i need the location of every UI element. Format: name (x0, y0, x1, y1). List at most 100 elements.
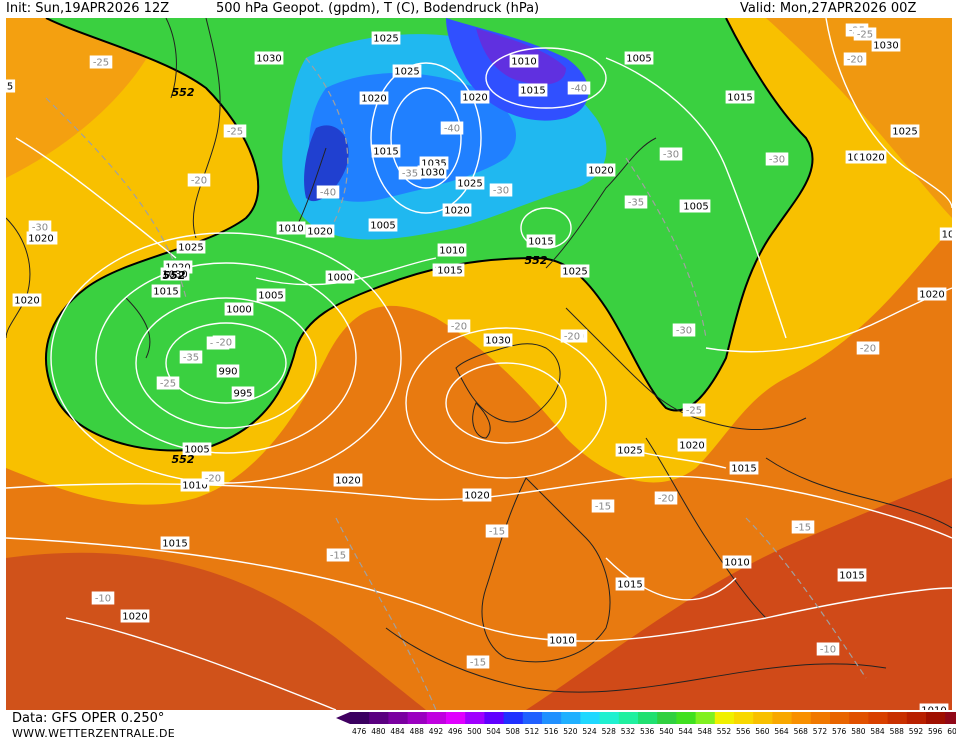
pressure-label: 1010 (724, 558, 749, 569)
isotherm-d (335, 517, 437, 710)
temperature-label: -15 (470, 658, 486, 669)
pressure-label: 995 (233, 389, 252, 400)
pressure-label-box (615, 577, 645, 591)
temperature-label-box (179, 350, 203, 364)
pressure-label: 1020 (588, 166, 613, 177)
pressure-label: 1025 (617, 446, 642, 457)
temperature-label: -25 (227, 127, 243, 138)
isobar-high-1030 (445, 362, 567, 444)
temperature-label-box (791, 520, 815, 534)
pressure-label: 1030 (485, 336, 510, 347)
colorbar-tick-label: 524 (582, 727, 597, 736)
temperature-label-box (856, 341, 880, 355)
colorbar-tick-label: 580 (851, 727, 866, 736)
temperature-label: -15 (595, 502, 611, 513)
colorbar-swatch (369, 712, 389, 724)
warm-southeast-region (526, 478, 952, 710)
pressure-label: 1005 (258, 291, 283, 302)
pressure-label: 1005 (626, 54, 651, 65)
edge-pressure-label: 10 (942, 230, 952, 241)
isobar-low-1010n (485, 47, 607, 109)
isobar-1010-east (605, 57, 787, 339)
edge-pressure-label: 1010 (921, 706, 946, 710)
pressure-label: 1010 (278, 224, 303, 235)
pressure-label-box (224, 302, 254, 316)
pressure-label-box (681, 199, 711, 213)
pressure-label: 1010 (549, 636, 574, 647)
isotherm-b (305, 57, 349, 239)
pressure-label: 1015 (162, 539, 187, 550)
pressure-label: 1030 (873, 41, 898, 52)
pressure-label: 1005 (370, 221, 395, 232)
pressure-label-box (231, 386, 255, 400)
edge-pressure-label-box (919, 703, 949, 710)
colorbar-tick-label: 480 (371, 727, 386, 736)
temperature-label: -20 (564, 332, 580, 343)
weather-map: 1025 1030 1010 1005 1030 1025 1020 1020 1015 1015… (6, 18, 952, 710)
colorbar-tick-label: 564 (774, 727, 789, 736)
footer-bar: Data: GFS OPER 0.250° WWW.WETTERZENTRALE… (0, 710, 959, 741)
pressure-label-box (442, 203, 472, 217)
isobar-1020-sw (65, 617, 337, 710)
temperature-label-box (447, 319, 471, 333)
colorbar-tick-label: 544 (678, 727, 693, 736)
colorbar-tick-label: 588 (890, 727, 905, 736)
colorbar-swatch (695, 712, 716, 724)
temperature-label-box (466, 655, 490, 669)
blue-core-west (304, 125, 349, 202)
pressure-label-box (483, 333, 513, 347)
temperature-label-box (440, 121, 464, 135)
pressure-label: 1020 (14, 296, 39, 307)
colorbar-tick-label: 492 (429, 727, 444, 736)
temperature-label-box (212, 335, 236, 349)
temperature-label-box (853, 27, 877, 41)
blue-cold-core (309, 73, 516, 202)
temperature-label-box (816, 642, 840, 656)
colorbar-tick-label: 576 (832, 727, 847, 736)
orange-northwest (6, 18, 166, 178)
pressure-label: 1025 (892, 127, 917, 138)
temperature-label-box (201, 471, 225, 485)
pressure-label: 1020 (919, 290, 944, 301)
colorbar-swatch (465, 712, 485, 724)
pressure-label: 1005 (683, 202, 708, 213)
pressure-label-box (437, 243, 467, 257)
pressure-label-box (12, 293, 42, 307)
isobar-low-1005 (95, 262, 357, 454)
isobar-high-1030b (370, 62, 482, 214)
colorbar-swatch (618, 712, 639, 724)
pressure-label-box (359, 91, 389, 105)
colorbar-swatch (638, 712, 658, 724)
pressure-label-box (216, 364, 240, 378)
pressure-label: 1020 (335, 476, 360, 487)
pressure-label-box (917, 287, 947, 301)
temperature-label-box (567, 81, 591, 95)
temperature-label: -15 (330, 551, 346, 562)
pressure-label-box (435, 263, 465, 277)
colorbar-tick-label: 596 (928, 727, 943, 736)
isotherm-c (625, 157, 707, 339)
colorbar: 476 480 484 488 492 496 500 504 508 512 516 520 524 5… (336, 712, 956, 736)
temperature-label-box (223, 124, 247, 138)
pressure-label: 1025 (457, 179, 482, 190)
temperature-label-box (398, 166, 422, 180)
edge-pressure-label: 5 (7, 82, 13, 93)
british-isles (455, 343, 561, 423)
colorbar-swatch (484, 712, 505, 724)
colorbar-swatch (580, 712, 601, 724)
header-bar: Init: Sun,19APR2026 12Z 500 hPa Geopot. … (0, 0, 959, 18)
temperature-label: -35 (402, 169, 418, 180)
isotherms (45, 57, 867, 710)
temperature-label: -25 (857, 30, 873, 41)
edge-pressure-label-box (6, 79, 16, 93)
pressure-label-box (547, 633, 577, 647)
contour-552 (45, 18, 814, 452)
colorbar-tick-label: 568 (794, 727, 809, 736)
pressure-label: 1015 (731, 464, 756, 475)
temperature-label: -30 (676, 326, 692, 337)
baffin-coast (165, 18, 177, 99)
init-time: Init: Sun,19APR2026 12Z (6, 1, 170, 16)
pressure-label-box (276, 221, 306, 235)
temperature-label: -25 (93, 58, 109, 69)
pressure-label-box (392, 64, 422, 78)
